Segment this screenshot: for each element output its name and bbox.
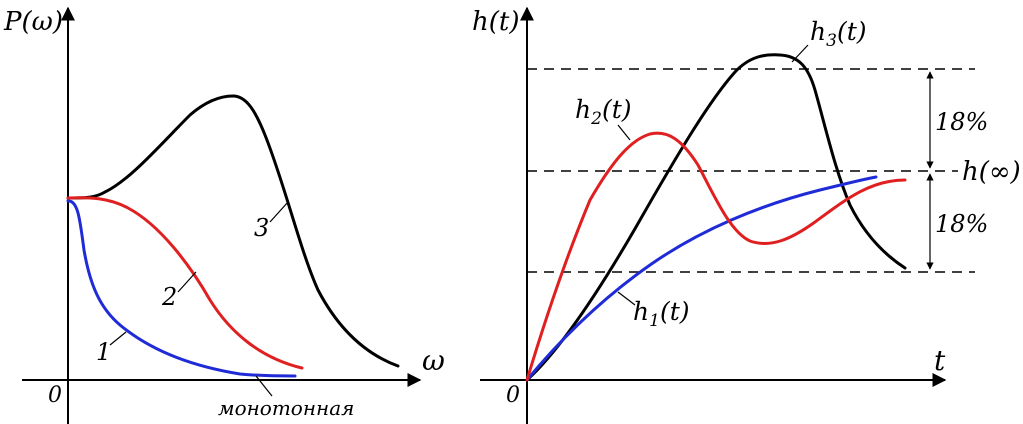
h2-label-tail: (t): [602, 95, 632, 124]
h1-label-tail: (t): [660, 297, 690, 326]
right-y-axis-label: h(t): [472, 7, 519, 37]
left-curve-2: [66, 196, 304, 370]
h3-curve: [525, 53, 907, 382]
left-curve-1: [66, 199, 297, 378]
leader-curve-2: [177, 271, 197, 293]
h1-label-base: h: [633, 297, 649, 326]
right-origin-label: 0: [506, 383, 520, 408]
leader-h3: [791, 44, 809, 63]
left-curve-3-label: 3: [254, 214, 269, 242]
left-x-axis-label: ω: [422, 344, 445, 377]
h1-label-sub: 1: [649, 311, 660, 331]
left-origin-label: 0: [48, 383, 62, 408]
left-curve-3: [66, 94, 400, 368]
h1-label: h1(t): [633, 297, 690, 331]
h3-label: h3(t): [810, 17, 867, 51]
left-panel: P(ω) ω 0 3 2 1 монотонная: [3, 6, 445, 424]
left-curve-1-label: 1: [96, 338, 111, 366]
left-curve-2-label: 2: [161, 283, 177, 311]
undershoot-label: 18%: [935, 210, 988, 238]
leader-monotone: [255, 375, 273, 397]
h2-label: h2(t): [575, 95, 632, 129]
h2-label-sub: 2: [590, 109, 602, 129]
leader-curve-3: [269, 201, 289, 223]
left-annotation-monotone: монотонная: [218, 396, 354, 420]
h2-curve: [525, 131, 907, 382]
leader-h2: [617, 124, 631, 141]
leader-h1: [617, 291, 636, 306]
h3-label-tail: (t): [837, 17, 867, 46]
h3-label-base: h: [810, 17, 826, 46]
left-y-axis-label: P(ω): [3, 7, 63, 37]
h1-curve: [525, 175, 878, 382]
leader-curve-1: [109, 331, 127, 346]
right-panel: h(t) t 0 18% 18% h(∞) h3(t) h2(t) h1(t): [472, 6, 1021, 424]
overshoot-label: 18%: [935, 108, 988, 136]
h3-label-sub: 3: [826, 31, 837, 51]
right-x-axis-label: t: [934, 344, 946, 377]
h2-label-base: h: [575, 95, 591, 124]
h-infinity-label: h(∞): [962, 157, 1021, 187]
